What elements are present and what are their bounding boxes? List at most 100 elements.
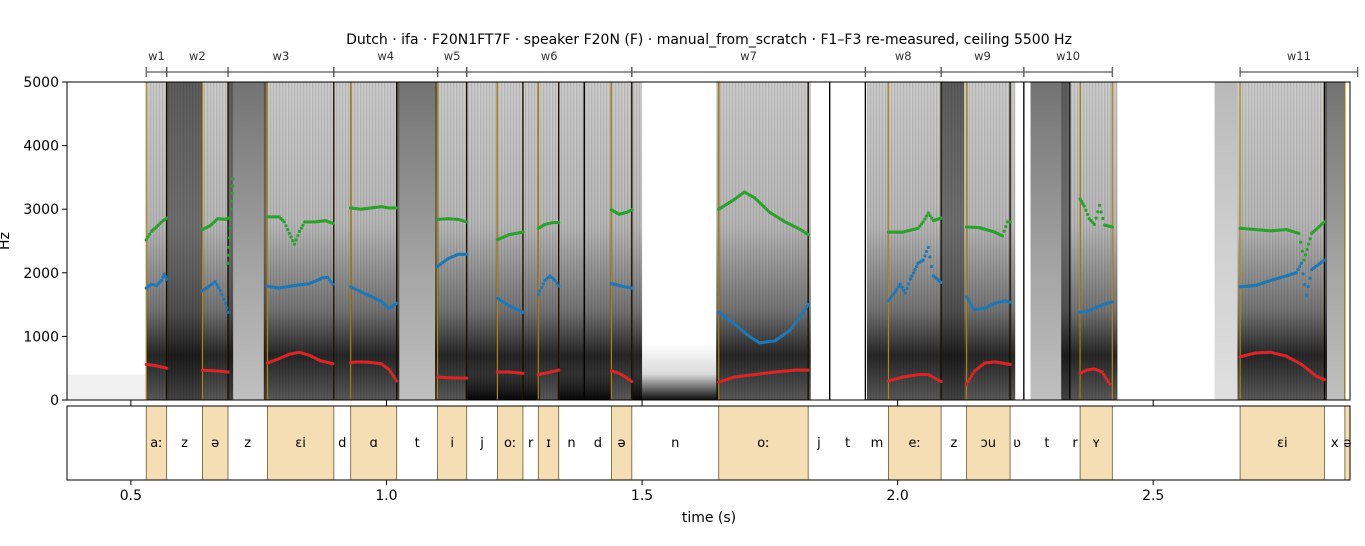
formant-point (1302, 258, 1306, 262)
formant-point (896, 285, 901, 289)
formant-point (226, 261, 230, 265)
formant-point (1306, 242, 1311, 246)
formant-point (282, 220, 286, 224)
formant-point (226, 253, 231, 257)
formant-point (1097, 203, 1102, 207)
formant-point (898, 282, 902, 286)
formant-track-f1 (965, 360, 1012, 386)
formant-point (928, 213, 932, 218)
phone-label: z (244, 436, 251, 451)
formant-point (1008, 220, 1012, 224)
phone-label: t (415, 436, 420, 451)
formant-point (923, 217, 927, 221)
formant-point (326, 275, 330, 279)
phone-label-vowel: ə (1343, 436, 1351, 451)
phone-label: j (816, 436, 821, 451)
formant-point (230, 191, 234, 195)
formant-point (630, 379, 634, 384)
formant-tracks (144, 177, 1327, 386)
formant-point (557, 368, 561, 372)
formant-point (215, 283, 219, 287)
formant-point (1000, 234, 1005, 238)
formant-point (521, 230, 525, 234)
spectrogram-frame (66, 81, 1351, 401)
formant-point (289, 235, 293, 239)
formant-point (1308, 276, 1312, 280)
formant-point (900, 285, 904, 289)
formant-point (1110, 300, 1114, 304)
formant-track-f2 (536, 274, 561, 297)
phone-vowel-segment (1239, 405, 1325, 481)
glottal-pulse-striations (1061, 82, 1118, 400)
formant-point (226, 370, 230, 374)
formant-point (1298, 240, 1303, 244)
phone-label-vowel: ɪ (546, 436, 551, 451)
formant-point (911, 271, 916, 275)
formant-point (296, 234, 300, 238)
formant-track-f2 (495, 296, 525, 314)
phone-label: d (338, 436, 346, 451)
glottal-pulse-striations (263, 82, 400, 400)
formant-point (228, 217, 233, 221)
formant-point (213, 280, 217, 284)
word-span: w11 (1239, 49, 1359, 77)
formant-point (1102, 372, 1106, 377)
formant-point (939, 216, 943, 220)
frication-noise-region (941, 82, 965, 400)
word-span: w3 (227, 49, 335, 77)
formant-point (1308, 237, 1312, 241)
formant-point (966, 297, 970, 302)
formant-point (540, 285, 544, 290)
formant-point (800, 312, 804, 316)
formant-point (301, 223, 305, 227)
formant-point (1101, 216, 1105, 221)
formant-point (555, 281, 559, 285)
word-label: w1 (148, 49, 165, 63)
formant-point (921, 258, 925, 262)
formant-track-f2 (349, 285, 399, 311)
formant-point (797, 316, 801, 320)
formant-track-f3 (1238, 220, 1327, 262)
formant-point (806, 368, 810, 372)
formant-point (901, 288, 906, 292)
formant-point (1303, 282, 1307, 287)
formant-track-f2 (965, 295, 1012, 312)
formant-track-f3 (349, 205, 399, 211)
formant-point (939, 280, 943, 284)
formant-point (291, 238, 295, 243)
word-label: w8 (895, 49, 912, 63)
formant-point (926, 245, 930, 249)
formant-point (331, 221, 335, 225)
formant-track-f1 (609, 369, 634, 384)
formant-point (792, 323, 796, 327)
word-label: w2 (189, 49, 206, 63)
formant-point (292, 242, 297, 246)
phone-label-vowel: i (450, 436, 454, 451)
formant-point (806, 303, 810, 307)
formant-point (914, 264, 919, 269)
chart-title: Dutch · ifa · F20N1FT7F · speaker F20N (… (346, 32, 1072, 48)
y-tick-label: 2000 (23, 266, 59, 282)
word-span: w2 (166, 49, 229, 77)
formant-point (144, 238, 148, 242)
formant-track-f3 (200, 216, 230, 232)
formant-point (1100, 370, 1104, 374)
phone-label-vowel: ɛi (295, 436, 306, 451)
phone-vowel-segment (266, 405, 335, 481)
pre-vowel-noise (1214, 82, 1238, 400)
formant-point (924, 214, 929, 218)
phone-label-vowel: ə (618, 436, 626, 451)
formant-point (1008, 300, 1012, 304)
formant-track-f2 (609, 282, 634, 290)
formant-point (1079, 199, 1084, 203)
word-span: w9 (940, 49, 1025, 77)
formant-point (557, 284, 561, 288)
formant-point (630, 208, 634, 212)
formant-point (1086, 212, 1090, 217)
formant-track-f3 (144, 216, 169, 242)
formant-point (228, 226, 232, 230)
formant-point (229, 199, 234, 203)
formant-point (1108, 382, 1112, 386)
formant-point (1082, 204, 1086, 208)
y-tick-label: 4000 (23, 139, 59, 155)
